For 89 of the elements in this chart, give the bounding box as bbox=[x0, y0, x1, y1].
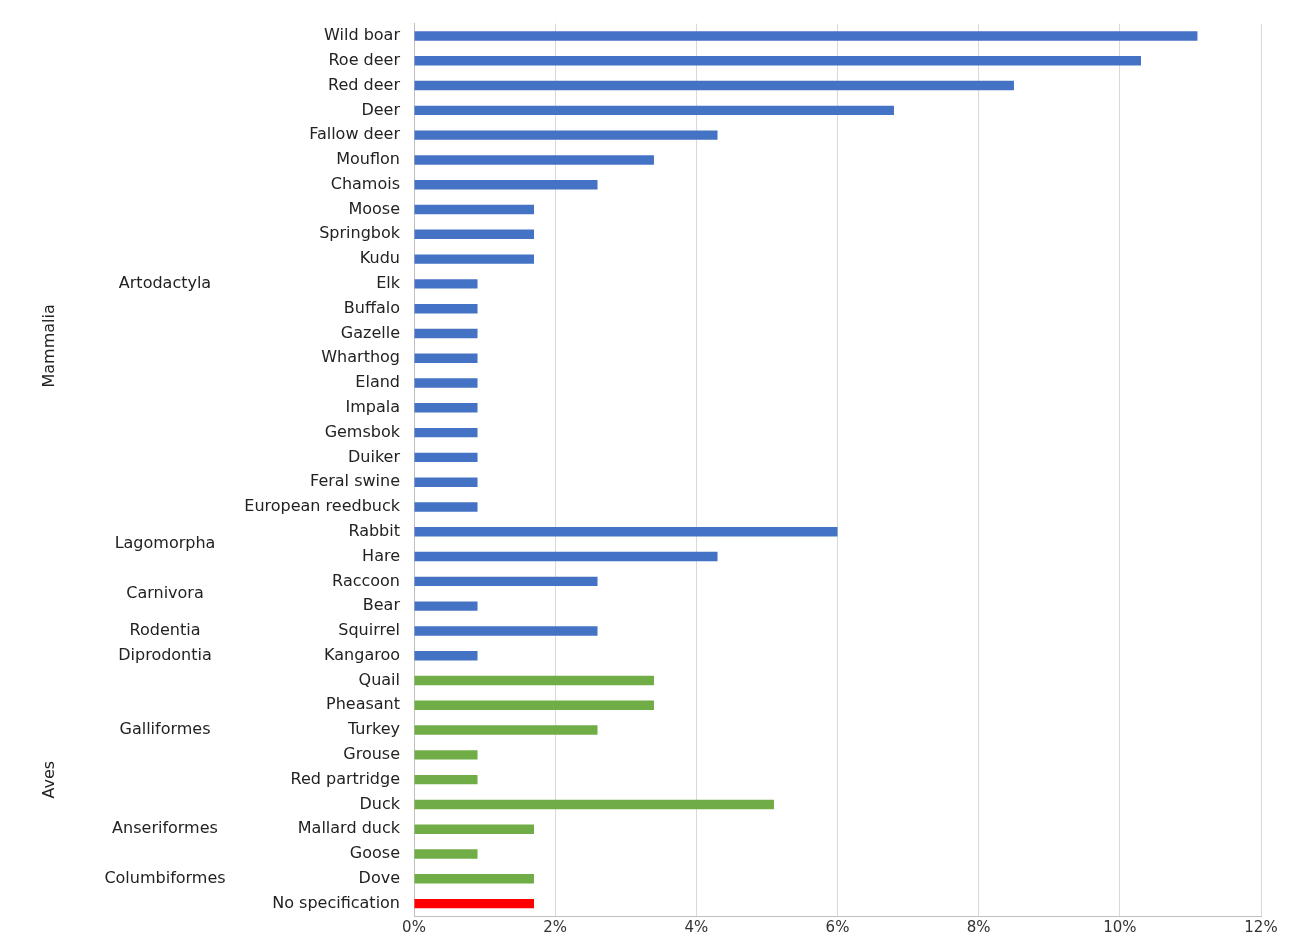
bar bbox=[414, 378, 478, 388]
bar bbox=[414, 651, 478, 661]
y-tick-label: No specification bbox=[272, 892, 400, 912]
y-tick-label: Hare bbox=[362, 545, 400, 565]
bar bbox=[414, 254, 534, 264]
bar bbox=[414, 700, 654, 710]
y-tick-label: Kangaroo bbox=[324, 644, 400, 664]
bar bbox=[414, 155, 654, 165]
x-tick-label: 12% bbox=[1244, 917, 1278, 936]
bar bbox=[414, 477, 478, 487]
x-tick-label: 8% bbox=[966, 917, 991, 936]
text: Carnivora bbox=[126, 582, 204, 602]
bar bbox=[414, 799, 774, 810]
y-tick-label: Dove bbox=[358, 867, 400, 887]
y-tick-label: Deer bbox=[361, 99, 401, 119]
y-tick-label: Bear bbox=[362, 595, 401, 615]
text: Lagomorpha bbox=[114, 533, 216, 553]
bar bbox=[414, 551, 718, 562]
bar bbox=[414, 279, 478, 289]
text: Diprodontia bbox=[118, 644, 212, 664]
bar bbox=[414, 452, 478, 463]
y-tick-label: Gemsbok bbox=[324, 421, 401, 441]
y-tick-label: Quail bbox=[358, 669, 400, 689]
y-tick-label: Moose bbox=[348, 198, 400, 218]
y-tick-label: Feral swine bbox=[310, 471, 400, 491]
y-tick-label: Elk bbox=[376, 273, 401, 293]
bar bbox=[414, 527, 838, 537]
x-tick-label: 2% bbox=[543, 917, 568, 936]
y-tick-label: Turkey bbox=[346, 719, 400, 739]
y-tick-label: Raccoon bbox=[332, 570, 400, 590]
y-tick-label: Fallow deer bbox=[309, 124, 401, 144]
bar bbox=[414, 725, 598, 735]
bar bbox=[414, 204, 534, 215]
y-tick-label: Red partridge bbox=[290, 768, 400, 788]
bar bbox=[414, 576, 598, 587]
bar bbox=[414, 626, 598, 636]
bar bbox=[414, 130, 718, 140]
y-tick-label: Springbok bbox=[319, 223, 401, 243]
x-tick-label: 6% bbox=[825, 917, 850, 936]
text: Artodactyla bbox=[118, 273, 212, 293]
y-tick-label: Rabbit bbox=[348, 520, 400, 540]
y-tick-label: Mouflon bbox=[336, 149, 400, 169]
bar bbox=[414, 180, 598, 190]
text: Rodentia bbox=[129, 620, 201, 640]
y-tick-label: Duiker bbox=[347, 446, 401, 466]
text: Aves bbox=[39, 760, 59, 799]
bar bbox=[414, 31, 1198, 41]
text: Galliformes bbox=[119, 719, 211, 739]
bar bbox=[414, 328, 478, 339]
bar bbox=[414, 80, 1014, 91]
y-tick-label: Gazelle bbox=[340, 322, 400, 342]
y-tick-label: Kudu bbox=[359, 248, 400, 268]
bar bbox=[414, 874, 534, 884]
bar bbox=[414, 229, 534, 240]
y-tick-label: Impala bbox=[345, 396, 400, 416]
y-tick-label: Pheasant bbox=[326, 694, 400, 714]
bar bbox=[414, 824, 534, 834]
bar bbox=[414, 675, 654, 686]
y-tick-label: Mallard duck bbox=[297, 818, 401, 838]
text: Columbiformes bbox=[104, 867, 226, 887]
bar bbox=[414, 105, 894, 116]
bar bbox=[414, 601, 478, 611]
bar bbox=[414, 774, 478, 785]
x-tick-label: 0% bbox=[402, 917, 426, 936]
y-tick-label: Squirrel bbox=[338, 620, 400, 640]
y-tick-label: Chamois bbox=[330, 173, 400, 193]
y-tick-label: Roe deer bbox=[328, 49, 401, 69]
x-tick-label: 4% bbox=[684, 917, 709, 936]
bar bbox=[414, 502, 478, 512]
bar bbox=[414, 849, 478, 859]
bar bbox=[414, 353, 478, 363]
y-tick-label: Eland bbox=[355, 372, 400, 392]
bar bbox=[414, 303, 478, 314]
bar bbox=[414, 403, 478, 413]
x-tick-label: 10% bbox=[1103, 917, 1137, 936]
y-tick-label: European reedbuck bbox=[244, 496, 401, 516]
y-tick-label: Wild boar bbox=[324, 25, 401, 45]
text: Anseriformes bbox=[112, 818, 218, 838]
y-tick-label: Wharthog bbox=[321, 347, 400, 367]
y-tick-label: Grouse bbox=[343, 744, 400, 764]
bar bbox=[414, 427, 478, 438]
y-tick-label: Duck bbox=[359, 793, 401, 813]
y-tick-label: Red deer bbox=[328, 74, 401, 94]
y-tick-label: Goose bbox=[349, 843, 400, 863]
bar bbox=[414, 56, 1142, 66]
text: Mammalia bbox=[39, 304, 59, 388]
bar bbox=[414, 898, 534, 909]
y-tick-label: Buffalo bbox=[343, 297, 400, 317]
bar bbox=[414, 750, 478, 760]
